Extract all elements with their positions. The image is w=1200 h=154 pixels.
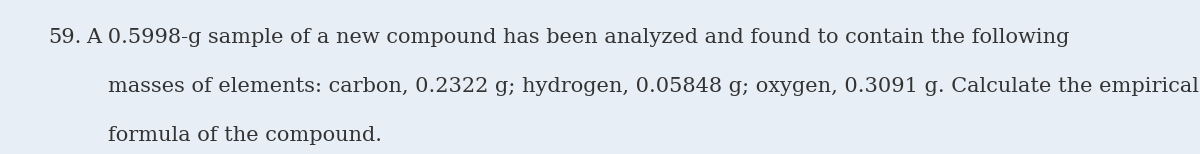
Text: masses of elements: carbon, 0.2322 g; hydrogen, 0.05848 g; oxygen, 0.3091 g. Cal: masses of elements: carbon, 0.2322 g; hy… <box>108 77 1199 96</box>
Text: A 0.5998-g sample of a new compound has been analyzed and found to contain the f: A 0.5998-g sample of a new compound has … <box>86 28 1069 47</box>
Text: formula of the compound.: formula of the compound. <box>108 126 382 145</box>
Text: 59.: 59. <box>48 28 82 47</box>
